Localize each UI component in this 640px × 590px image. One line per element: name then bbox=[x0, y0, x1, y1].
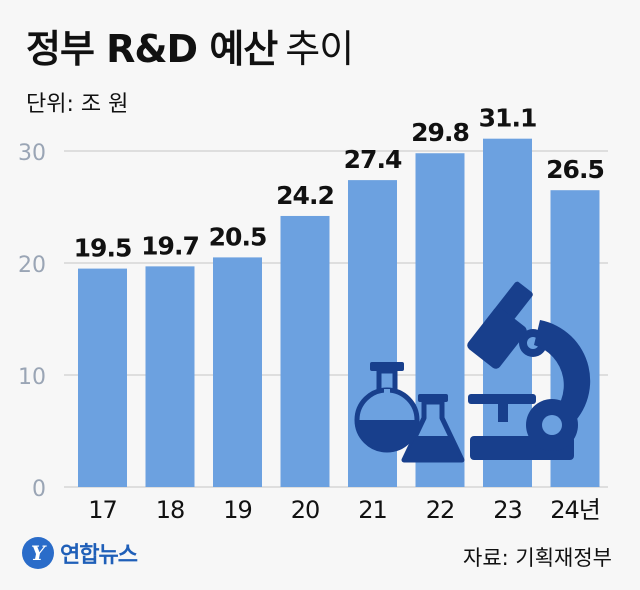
x-tick-label: 23 bbox=[493, 496, 522, 524]
title-main: 정부 R&D 예산 bbox=[26, 27, 278, 71]
bar bbox=[78, 268, 127, 487]
flask-icon bbox=[354, 362, 420, 453]
y-tick-label: 20 bbox=[18, 253, 46, 278]
y-tick-label: 0 bbox=[32, 477, 46, 502]
data-label: 19.5 bbox=[74, 234, 132, 263]
x-axis: 17 18 19 20 21 22 23 24년 bbox=[88, 496, 601, 524]
x-tick-label: 19 bbox=[223, 496, 252, 524]
data-label: 29.8 bbox=[411, 118, 469, 147]
lab-icons bbox=[354, 281, 591, 463]
x-tick-label: 22 bbox=[426, 496, 455, 524]
data-label: 19.7 bbox=[141, 231, 199, 260]
bar bbox=[280, 215, 330, 487]
bar bbox=[213, 257, 262, 487]
x-tick-label: 24년 bbox=[550, 496, 600, 524]
data-label: 26.5 bbox=[546, 155, 604, 184]
logo-mark: Y bbox=[22, 537, 54, 569]
y-tick-label: 10 bbox=[18, 365, 46, 390]
bar bbox=[145, 266, 195, 487]
data-label: 27.4 bbox=[344, 145, 402, 174]
data-label: 31.1 bbox=[479, 104, 537, 133]
x-tick-label: 20 bbox=[291, 496, 320, 524]
microscope-icon bbox=[467, 281, 591, 460]
data-label: 20.5 bbox=[209, 222, 267, 251]
chart-title: 정부 R&D 예산 추이 bbox=[26, 18, 354, 73]
x-tick-label: 17 bbox=[88, 496, 117, 524]
erlenmeyer-flask-icon bbox=[401, 394, 465, 463]
logo-text: 연합뉴스 bbox=[60, 543, 138, 568]
y-tick-label: 30 bbox=[18, 141, 46, 166]
yonhap-logo: Y 연합뉴스 bbox=[22, 537, 138, 569]
unit-label: 단위: 조 원 bbox=[26, 92, 129, 117]
x-tick-label: 21 bbox=[358, 496, 387, 524]
source-label: 자료: 기획재정부 bbox=[463, 546, 612, 570]
x-tick-label: 18 bbox=[156, 496, 185, 524]
title-suffix: 추이 bbox=[285, 27, 354, 71]
data-label: 24.2 bbox=[276, 181, 334, 210]
